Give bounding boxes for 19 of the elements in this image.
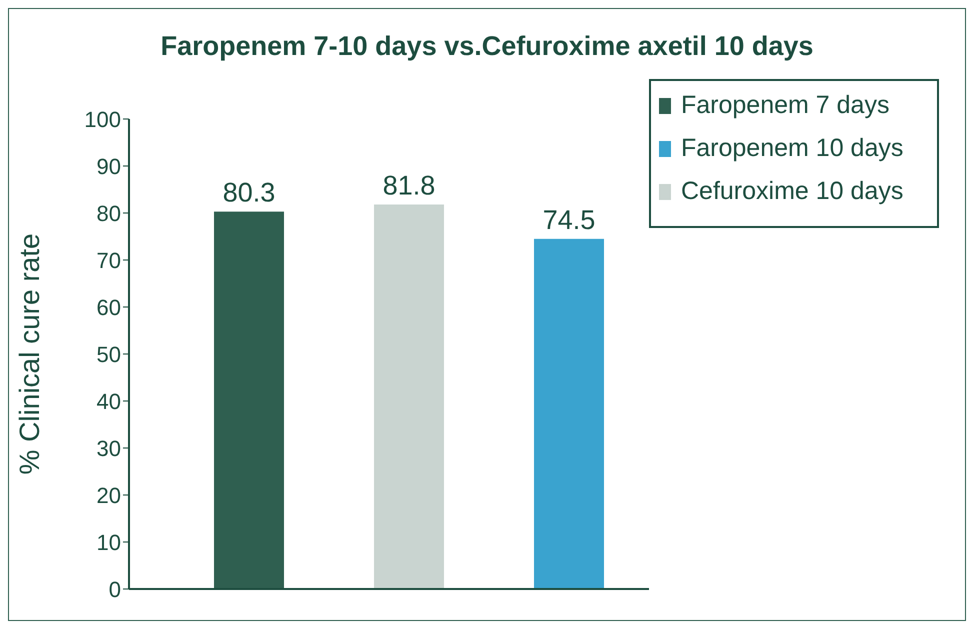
legend-label: Faropenem 10 days — [680, 134, 904, 163]
y-axis-title: % Clinical cure rate — [14, 233, 45, 475]
y-tick-label: 0 — [108, 576, 121, 602]
y-tick-label: 100 — [84, 106, 121, 132]
legend-label: Cefuroxime 10 days — [680, 177, 904, 206]
y-tick-label: 30 — [96, 436, 121, 461]
chart-title: Faropenem 7-10 days vs.Cefuroxime axetil 10 days — [160, 31, 814, 62]
data-label: 74.5 — [542, 204, 596, 235]
y-tick-label: 60 — [96, 294, 121, 320]
y-tick-label: 20 — [96, 482, 121, 508]
y-tick-label: 10 — [96, 530, 121, 555]
y-tick-label: 40 — [96, 388, 121, 414]
y-tick-label: 80 — [96, 200, 121, 226]
y-tick-label: 70 — [96, 248, 121, 273]
y-tick-label: 90 — [96, 154, 121, 179]
data-label: 80.3 — [222, 178, 276, 208]
data-label: 81.8 — [382, 170, 436, 201]
legend-label: Faropenem 7 days — [680, 91, 890, 120]
y-tick-label: 50 — [96, 342, 121, 367]
